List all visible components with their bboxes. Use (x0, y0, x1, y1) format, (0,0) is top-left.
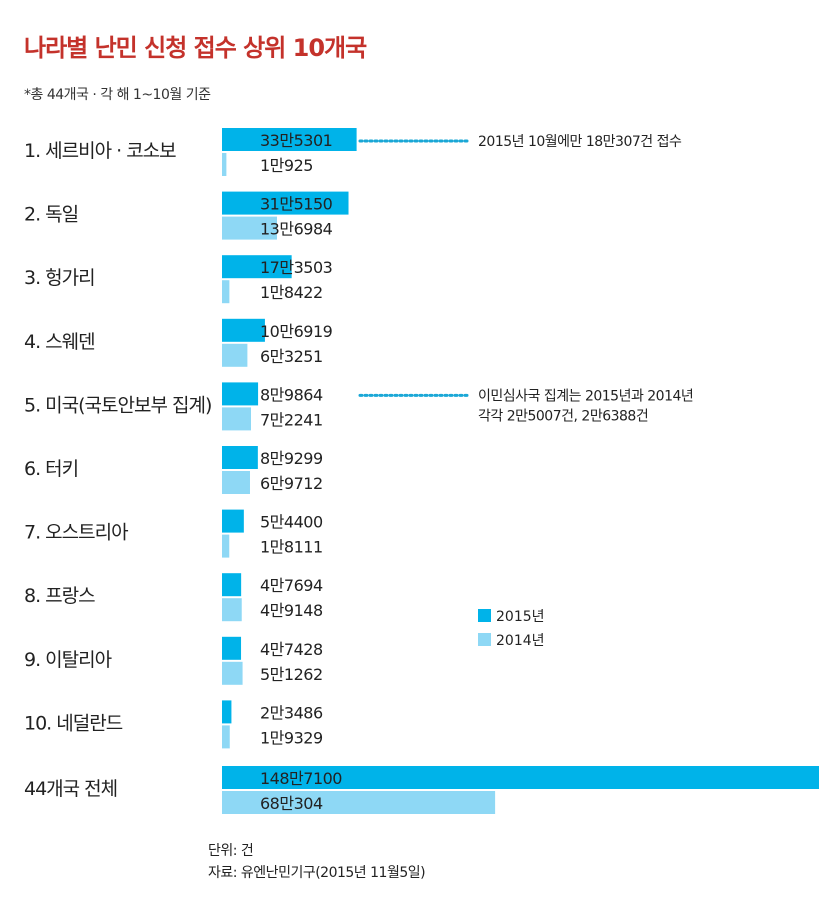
value-label-2014: 1만925 (260, 156, 313, 175)
value-label-2015: 148만7100 (260, 769, 342, 788)
chart-title: 나라별 난민 신청 접수 상위 10개국 (24, 34, 367, 62)
chart-subtitle: *총 44개국 · 각 해 1~10월 기준 (24, 87, 211, 103)
bar-2014 (222, 725, 230, 749)
category-label: 4. 스웨덴 (24, 331, 95, 353)
value-label-2014: 68만304 (260, 794, 323, 813)
value-label-2015: 8만9299 (260, 449, 323, 468)
bar-2014 (222, 791, 496, 814)
annotation-text: 이민심사국 집계는 2015년과 2014년 (478, 388, 693, 404)
source-note: 자료: 유엔난민기구(2015년 11월5일) (208, 865, 426, 881)
bar-2015 (222, 509, 244, 533)
legend-label-2014: 2014년 (496, 633, 545, 649)
bar-2014 (222, 216, 277, 240)
category-label: 8. 프랑스 (24, 585, 95, 607)
category-label: 5. 미국(국토안보부 집계) (24, 394, 211, 416)
category-label: 7. 오스트리아 (24, 522, 128, 544)
bar-2014 (222, 598, 242, 622)
bar-2014 (222, 661, 243, 685)
legend-label-2015: 2015년 (496, 609, 545, 625)
value-label-2015: 2만3486 (260, 703, 323, 722)
bar-2014 (222, 471, 250, 494)
value-label-2014: 13만6984 (260, 220, 333, 239)
annotation-text: 2015년 10월에만 18만307건 접수 (478, 134, 682, 150)
category-label: 44개국 전체 (24, 778, 117, 800)
value-label-2015: 4만7694 (260, 576, 323, 595)
value-label-2014: 1만8422 (260, 283, 323, 302)
legend-swatch-2015 (478, 609, 491, 622)
bar-2014 (222, 343, 248, 367)
bar-2015 (222, 700, 232, 724)
bar-2015 (222, 766, 819, 789)
category-label: 1. 세르비아 · 코소보 (24, 140, 176, 162)
value-label-2014: 7만2241 (260, 410, 323, 429)
bar-2015 (222, 255, 292, 279)
value-label-2015: 10만6919 (260, 322, 333, 341)
annotation-text: 각각 2만5007건, 2만6388건 (478, 408, 648, 424)
bar-2015 (222, 636, 242, 660)
bar-2015 (222, 446, 258, 469)
footer: 단위: 건 자료: 유엔난민기구(2015년 11월5일) (208, 840, 426, 884)
value-label-2014: 1만9329 (260, 728, 323, 747)
bar-2014 (222, 407, 252, 431)
category-label: 9. 이탈리아 (24, 649, 112, 671)
value-label-2015: 4만7428 (260, 640, 323, 659)
category-label: 6. 터키 (24, 458, 78, 480)
bar-2015 (222, 191, 349, 215)
value-label-2014: 6만3251 (260, 347, 323, 366)
value-label-2015: 31만5150 (260, 195, 333, 214)
category-label: 3. 헝가리 (24, 267, 95, 289)
bar-2015 (222, 573, 242, 597)
value-label-2014: 5만1262 (260, 665, 323, 684)
unit-note: 단위: 건 (208, 843, 254, 859)
bar-2015 (222, 128, 357, 151)
bar-2014 (222, 153, 227, 176)
value-label-2014: 4만9148 (260, 601, 323, 620)
value-label-2014: 1만8111 (260, 538, 323, 557)
bar-2015 (222, 382, 259, 406)
value-label-2015: 33만5301 (260, 131, 332, 150)
category-label: 2. 독일 (24, 204, 78, 226)
bar-2014 (222, 280, 230, 304)
value-label-2015: 5만4400 (260, 513, 323, 532)
category-label: 10. 네덜란드 (24, 712, 123, 734)
bar-2015 (222, 318, 265, 342)
bar-2014 (222, 534, 230, 558)
value-label-2015: 17만3503 (260, 258, 332, 277)
value-label-2014: 6만9712 (260, 474, 323, 493)
legend-swatch-2014 (478, 633, 491, 646)
value-label-2015: 8만9864 (260, 385, 323, 404)
